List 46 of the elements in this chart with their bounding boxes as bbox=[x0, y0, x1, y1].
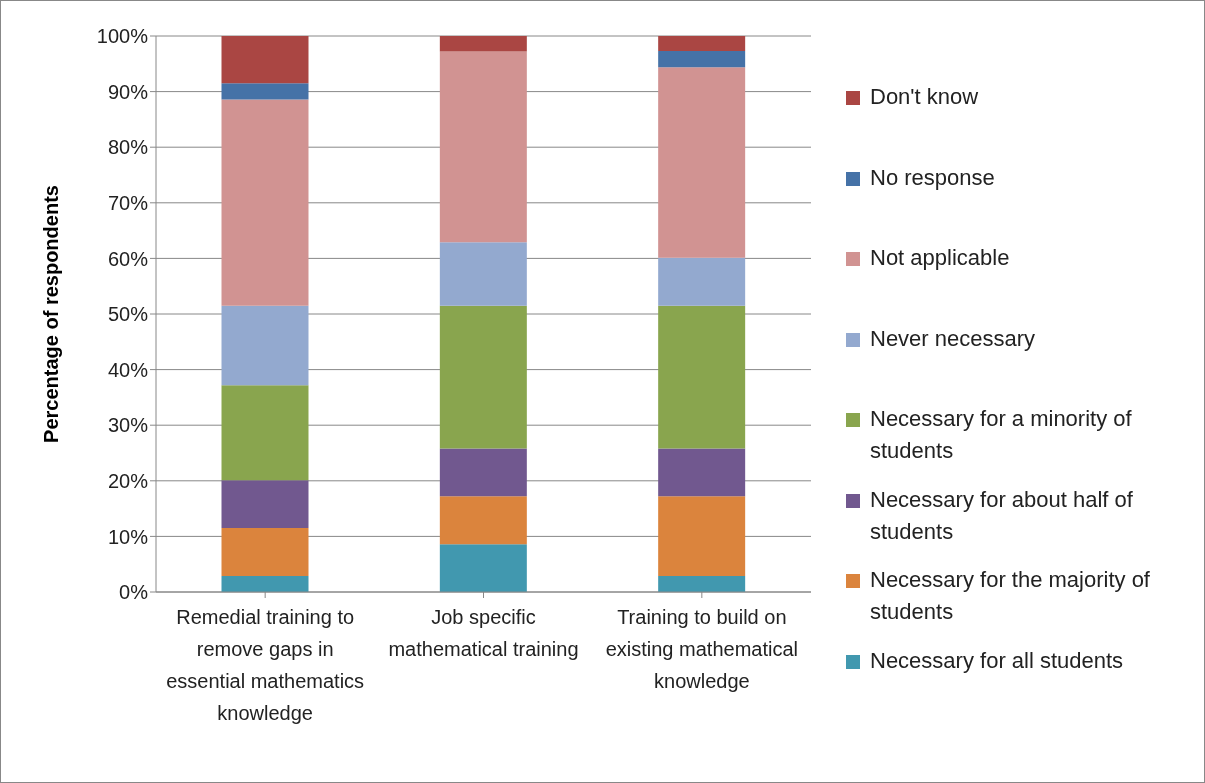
legend-label: Necessary for all students bbox=[870, 646, 1124, 675]
bar bbox=[221, 385, 309, 481]
bar bbox=[221, 36, 309, 84]
y-tick-label: 70% bbox=[107, 191, 149, 214]
legend-label: Necessary for about half of students bbox=[870, 485, 1134, 546]
legend-label: Don't know bbox=[870, 83, 979, 111]
bar bbox=[221, 480, 309, 529]
y-tick-label: 20% bbox=[107, 469, 149, 492]
y-tick-label: 10% bbox=[107, 525, 149, 548]
y-tick-label: 50% bbox=[107, 303, 149, 326]
bar bbox=[439, 36, 527, 52]
bar bbox=[439, 544, 527, 592]
y-tick-label: 0% bbox=[119, 581, 149, 604]
bar bbox=[439, 242, 527, 306]
bar bbox=[658, 448, 746, 497]
y-tick-label: 100% bbox=[96, 25, 149, 48]
y-axis-title: Percentage of respondents bbox=[40, 185, 63, 443]
y-tick-label: 40% bbox=[107, 358, 149, 381]
bar bbox=[658, 51, 746, 68]
bar bbox=[658, 67, 746, 258]
y-tick-label: 80% bbox=[107, 136, 149, 159]
legend-label: Never necessary bbox=[870, 324, 1036, 353]
bar bbox=[658, 36, 746, 52]
bar bbox=[439, 496, 527, 545]
bar bbox=[658, 575, 746, 592]
legend-label: Necessary for the majority of students bbox=[870, 566, 1151, 626]
legend-label: Not applicable bbox=[870, 244, 1010, 272]
y-tick-label: 30% bbox=[107, 414, 149, 437]
legend-label: Necessary for a minority of students bbox=[870, 405, 1133, 465]
x-tick-label: Job specific mathematical training bbox=[388, 606, 579, 660]
bar bbox=[439, 51, 527, 243]
bar bbox=[658, 496, 746, 576]
x-tick-label: Remedial training to remove gaps in essential mathematics knowledge bbox=[166, 606, 365, 724]
bar bbox=[658, 305, 746, 449]
bar bbox=[221, 99, 309, 306]
bar bbox=[439, 448, 527, 497]
y-tick-label: 60% bbox=[107, 247, 149, 270]
bar bbox=[221, 575, 309, 592]
bar bbox=[221, 528, 309, 576]
x-tick-label: Training to build on existing mathematical knowledge bbox=[605, 606, 798, 692]
y-tick-label: 90% bbox=[107, 80, 149, 103]
bar bbox=[439, 305, 527, 449]
bar bbox=[658, 257, 746, 306]
bar bbox=[221, 305, 309, 386]
bar bbox=[221, 83, 309, 100]
legend-label: No response bbox=[870, 163, 995, 192]
